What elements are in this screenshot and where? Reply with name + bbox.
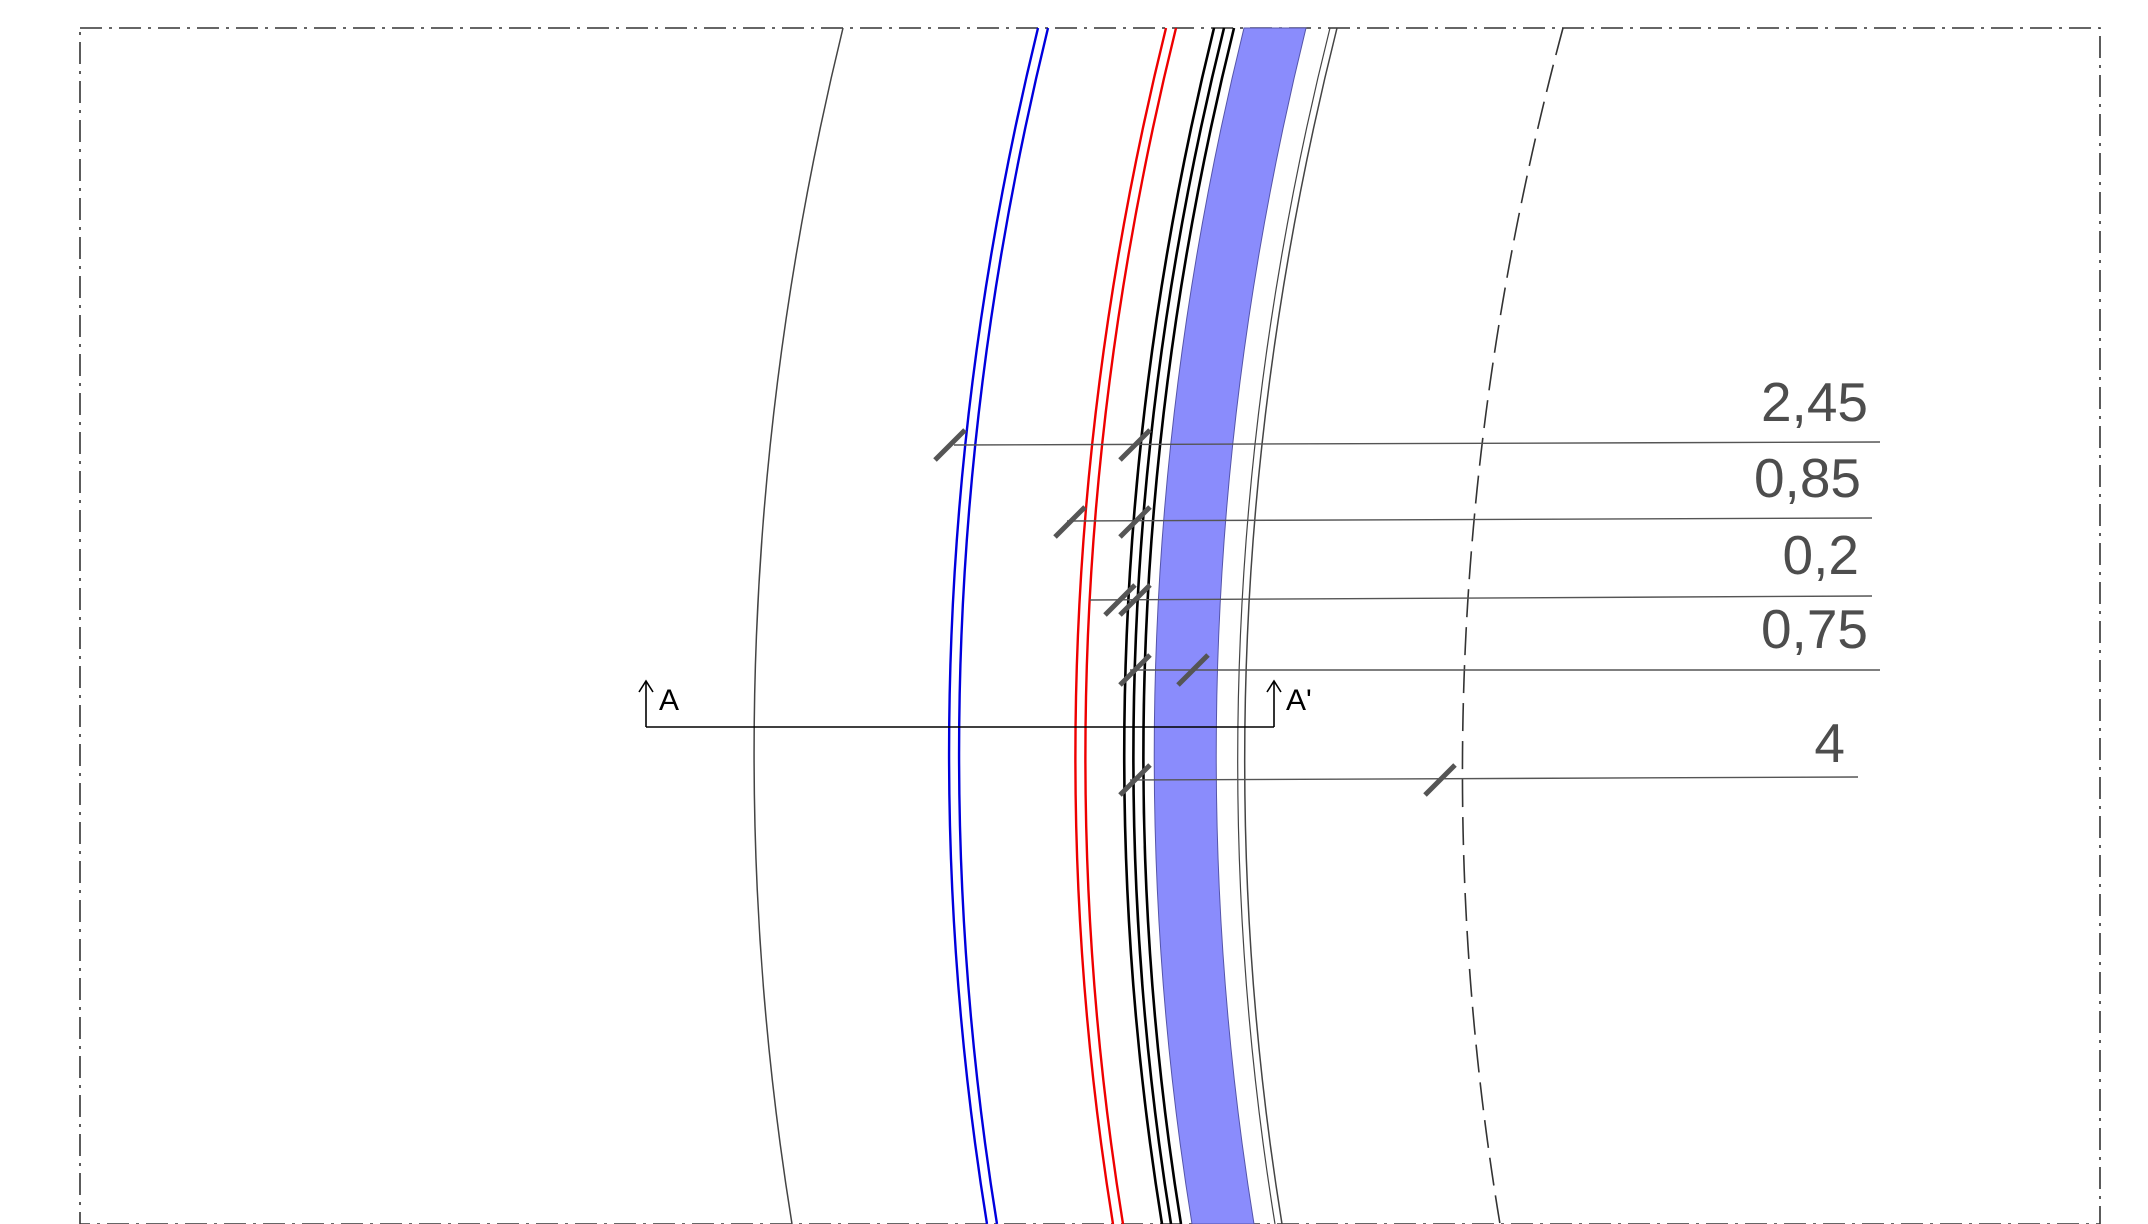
dim-label-3: 0,2: [1783, 524, 1859, 586]
dim-label-5: 4: [1814, 712, 1845, 774]
dim-label-2: 0,85: [1754, 447, 1861, 509]
tick-dim-3-start: [1103, 583, 1137, 617]
tick-dim-4-end: [1176, 653, 1210, 687]
dimension-leaders: [953, 441, 1881, 781]
leader-dim-2: [1066, 517, 1873, 522]
black-line-3: [1142, 27, 1236, 1224]
dim-label-4: 0,75: [1761, 598, 1868, 660]
drawing-frame: [79, 27, 2101, 1224]
outer-left-arc: [753, 27, 844, 1224]
outer-right-arc: [1243, 27, 1338, 1224]
section-label-a-prime: A': [1286, 684, 1312, 717]
tick-dim-5-end: [1423, 763, 1457, 797]
black-line-1: [1122, 27, 1216, 1224]
leader-dim-1: [953, 441, 1881, 446]
red-line-outer: [1074, 27, 1168, 1224]
blue-line-inner: [957, 27, 1050, 1224]
tick-dim-2-start: [1053, 505, 1087, 539]
section-marker: A A': [638, 679, 1312, 728]
tick-dim-1-end: [1118, 428, 1152, 462]
tick-dim-5-start: [1118, 763, 1152, 797]
section-label-a: A: [659, 684, 679, 717]
tick-dim-4-start: [1118, 653, 1152, 687]
section-arrow-right-head: [1266, 679, 1282, 693]
tick-dim-3-end: [1118, 583, 1152, 617]
black-line-2: [1132, 27, 1226, 1224]
dim-label-1: 2,45: [1761, 371, 1868, 433]
tick-dim-1-start: [933, 428, 967, 462]
tick-dim-2-end: [1118, 505, 1152, 539]
dimension-ticks: [933, 428, 1457, 797]
blue-band: [1153, 27, 1307, 1224]
blue-line-outer: [947, 27, 1040, 1224]
red-line-inner: [1084, 27, 1178, 1224]
leader-dim-5: [1129, 776, 1859, 781]
outer-right-arc-2: [1237, 27, 1331, 1224]
leader-dim-3: [1089, 595, 1873, 601]
dimension-labels: 2,45 0,85 0,2 0,75 4: [1754, 371, 1868, 774]
dashed-center-arc: [1461, 27, 1564, 1224]
section-arrow-left-head: [638, 679, 654, 693]
